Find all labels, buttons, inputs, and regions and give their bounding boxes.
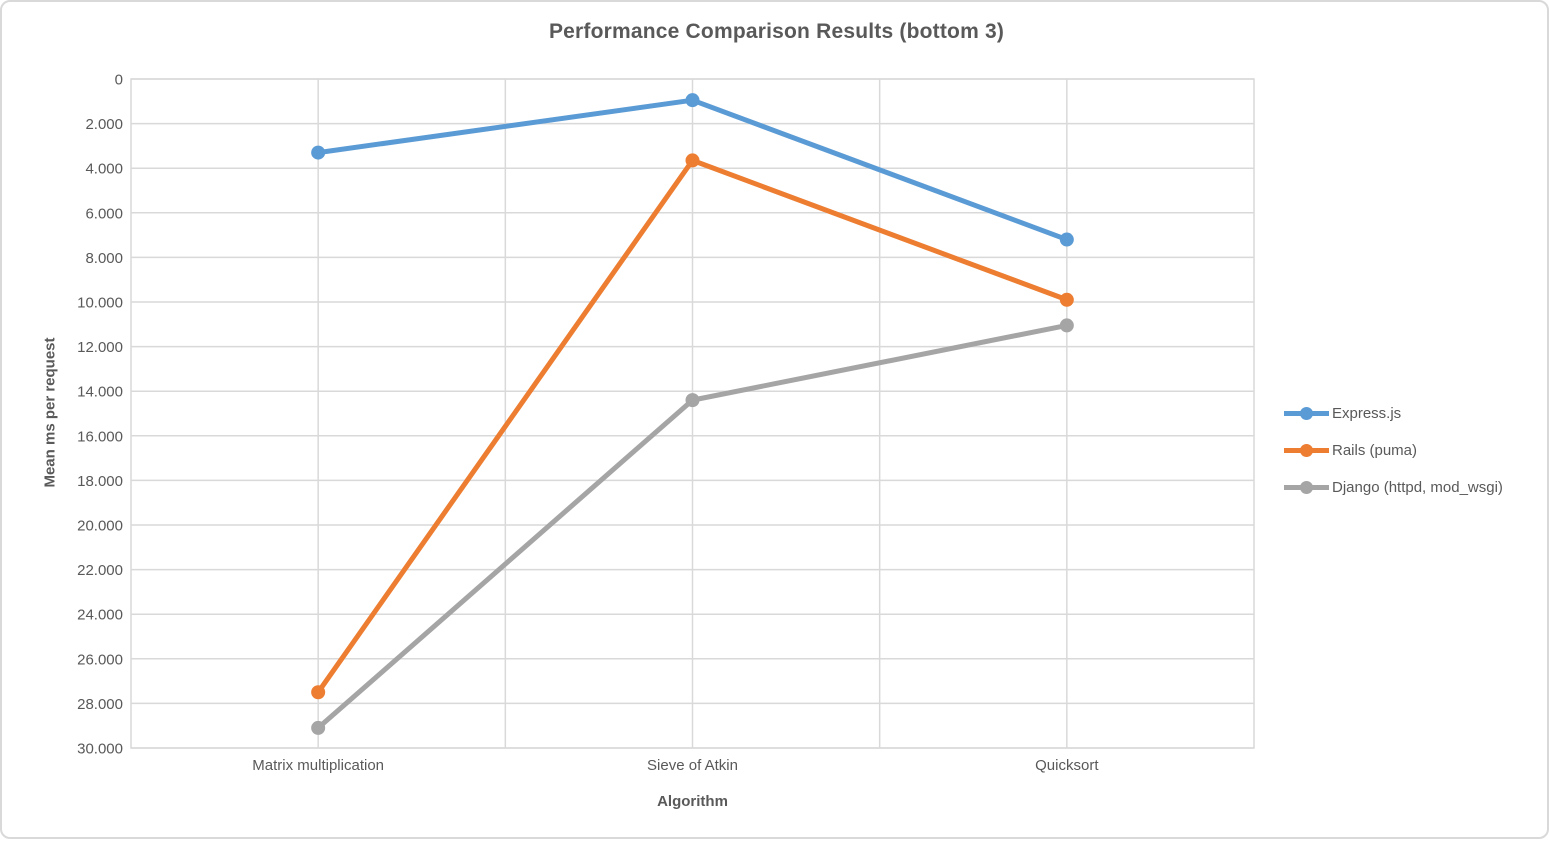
legend-label: Rails (puma)	[1332, 441, 1418, 459]
y-tick-label: 2.000	[85, 116, 123, 133]
y-tick-label: 8.000	[85, 250, 123, 267]
express-js-line-marker-icon	[1284, 404, 1329, 422]
y-tick-label: 0	[115, 72, 123, 89]
data-point	[1059, 318, 1074, 333]
y-tick-label: 22.000	[77, 562, 123, 579]
y-tick-label: 4.000	[85, 161, 123, 178]
y-tick-label: 12.000	[77, 339, 123, 356]
django-line-marker-icon	[1284, 478, 1329, 496]
legend-label: Django (httpd, mod_wsgi)	[1332, 478, 1503, 496]
data-point	[685, 153, 700, 168]
data-point	[311, 685, 326, 700]
y-tick-label: 18.000	[77, 473, 123, 490]
legend-item-rails-puma: Rails (puma)	[1284, 441, 1503, 459]
rails-puma-line-marker-icon	[1284, 441, 1329, 459]
data-point	[1059, 232, 1074, 247]
y-tick-label: 28.000	[77, 696, 123, 713]
data-point	[311, 145, 326, 160]
legend-item-django: Django (httpd, mod_wsgi)	[1284, 478, 1503, 496]
y-axis-title: Mean ms per request	[41, 337, 59, 488]
data-point	[1059, 292, 1074, 307]
x-category-label: Sieve of Atkin	[647, 757, 738, 774]
y-tick-label: 30.000	[77, 741, 123, 758]
x-category-label: Quicksort	[1035, 757, 1099, 774]
x-axis-title: Algorithm	[657, 793, 728, 810]
chart-title: Performance Comparison Results (bottom 3…	[548, 20, 1005, 43]
y-tick-label: 6.000	[85, 205, 123, 222]
y-tick-label: 10.000	[77, 295, 123, 312]
plot-border	[130, 78, 1255, 749]
data-point	[311, 720, 326, 735]
y-tick-label: 20.000	[77, 518, 123, 535]
y-tick-label: 26.000	[77, 651, 123, 668]
legend-item-express-js: Express.js	[1284, 404, 1503, 422]
data-point	[685, 93, 700, 108]
x-category-label: Matrix multiplication	[252, 757, 384, 774]
data-point	[685, 393, 700, 408]
y-tick-label: 24.000	[77, 607, 123, 624]
y-tick-label: 16.000	[77, 428, 123, 445]
legend-label: Express.js	[1332, 404, 1402, 422]
legend: Express.js Rails (puma) Django (httpd, m…	[1284, 404, 1503, 496]
y-tick-label: 14.000	[77, 384, 123, 401]
